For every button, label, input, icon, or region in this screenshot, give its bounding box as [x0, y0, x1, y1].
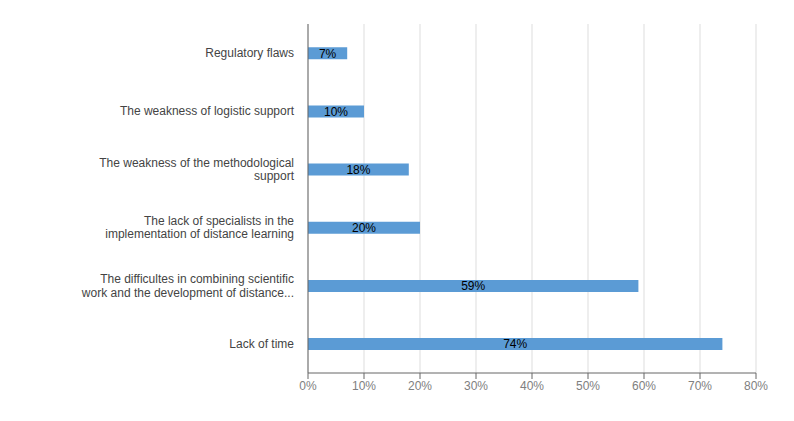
- svg-text:10%: 10%: [352, 379, 376, 393]
- svg-text:20%: 20%: [408, 379, 432, 393]
- svg-text:The weakness of logistic suppo: The weakness of logistic support: [120, 104, 295, 118]
- svg-text:Lack of time: Lack of time: [229, 337, 294, 351]
- svg-text:59%: 59%: [461, 279, 485, 293]
- svg-text:60%: 60%: [632, 379, 656, 393]
- svg-text:70%: 70%: [688, 379, 712, 393]
- svg-text:74%: 74%: [503, 337, 527, 351]
- svg-text:Regulatory flaws: Regulatory flaws: [205, 46, 294, 60]
- svg-text:The lack of specialists in the: The lack of specialists in theimplementa…: [105, 214, 294, 242]
- svg-text:7%: 7%: [319, 47, 337, 61]
- svg-text:18%: 18%: [346, 163, 370, 177]
- svg-text:20%: 20%: [352, 221, 376, 235]
- svg-text:80%: 80%: [744, 379, 768, 393]
- svg-text:The difficultes in combining s: The difficultes in combining scientificw…: [81, 272, 294, 300]
- svg-text:The weakness of the methodolog: The weakness of the methodologicalsuppor…: [99, 156, 294, 184]
- svg-text:30%: 30%: [464, 379, 488, 393]
- svg-text:50%: 50%: [576, 379, 600, 393]
- svg-text:40%: 40%: [520, 379, 544, 393]
- svg-text:0%: 0%: [299, 379, 317, 393]
- svg-text:10%: 10%: [324, 105, 348, 119]
